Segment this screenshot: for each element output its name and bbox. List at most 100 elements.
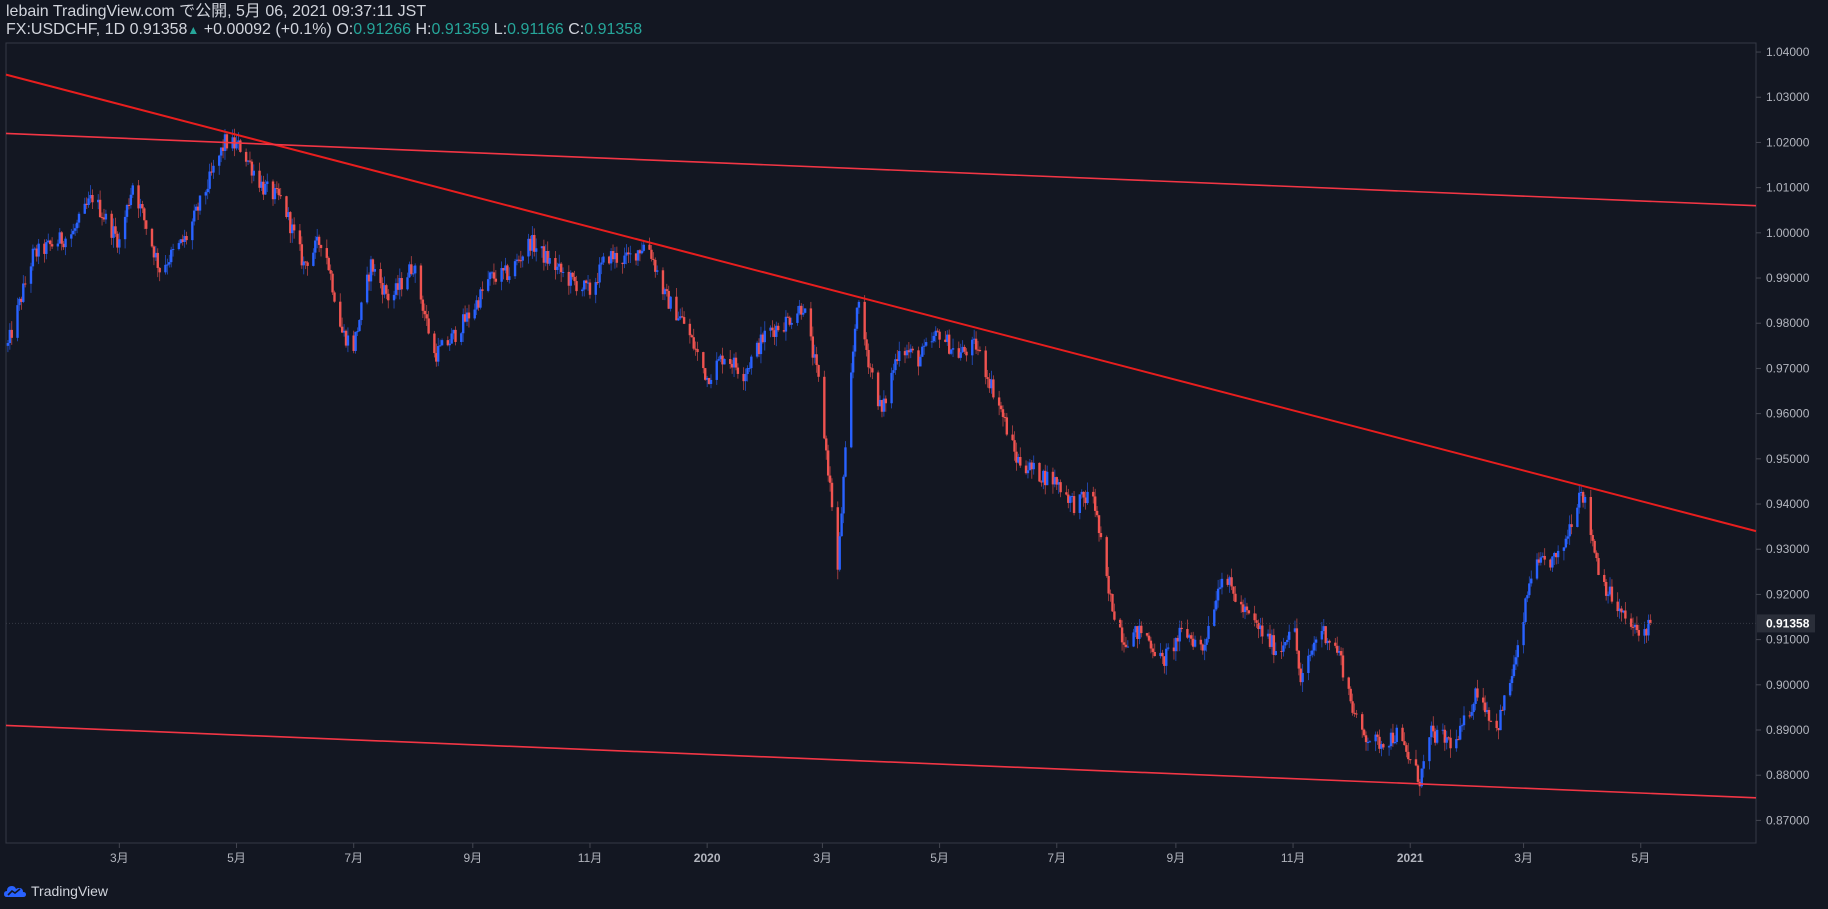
- candle-body: [1633, 624, 1637, 628]
- candle-body: [1174, 638, 1178, 652]
- candle-body: [1032, 462, 1035, 470]
- candle-body: [896, 359, 899, 362]
- candle-body: [1270, 635, 1274, 647]
- candle-body: [976, 349, 980, 351]
- last-price-tag: 0.91358: [6, 614, 1815, 633]
- candle-body: [360, 302, 363, 321]
- candle-body: [803, 308, 807, 313]
- candle-body: [1190, 635, 1193, 639]
- candle-body: [558, 263, 561, 267]
- candle-body: [1430, 725, 1433, 738]
- candle-body: [271, 181, 275, 200]
- x-tick-label: 3月: [1514, 851, 1533, 865]
- candle-body: [527, 238, 530, 257]
- candle-body: [1433, 731, 1437, 743]
- candle-body: [1351, 701, 1354, 713]
- candle-body: [1483, 702, 1487, 713]
- candle-body: [665, 289, 669, 291]
- candle-body: [1366, 742, 1370, 744]
- candle-body: [450, 333, 453, 344]
- candle-body: [477, 300, 480, 308]
- candle-body: [1649, 619, 1652, 624]
- candle-body: [1616, 601, 1619, 612]
- candle-body: [413, 265, 417, 274]
- candle-body: [1059, 482, 1062, 493]
- candle-body: [838, 536, 841, 570]
- candle-body: [840, 513, 843, 537]
- candle-body: [1449, 737, 1452, 749]
- candle-body: [45, 242, 48, 254]
- candle-body: [1234, 593, 1237, 602]
- candle-body: [1136, 626, 1139, 639]
- branding-footer[interactable]: TradingView: [4, 880, 108, 902]
- candle-body: [1485, 710, 1489, 713]
- candle-body: [648, 244, 651, 250]
- candle-body: [504, 265, 507, 271]
- publish-info-text: lebain TradingView.com で公開, 5月 06, 2021 …: [6, 3, 427, 20]
- candle-body: [636, 250, 640, 261]
- candle-body: [1349, 688, 1352, 702]
- candle-body: [154, 252, 158, 258]
- candle-body: [771, 327, 774, 331]
- candle-body: [1353, 712, 1356, 714]
- candle-body: [490, 272, 494, 274]
- candle-body: [1024, 465, 1028, 474]
- candle-body: [675, 296, 678, 321]
- trendlines[interactable]: [5, 73, 1757, 799]
- symbol-name[interactable]: FX:USDCHF, 1D: [6, 21, 126, 38]
- candle-body: [992, 379, 995, 398]
- candle-body: [1562, 547, 1566, 551]
- y-tick-label: 0.93000: [1766, 542, 1810, 556]
- candle-body: [1070, 496, 1074, 498]
- candle-body: [533, 235, 536, 252]
- candle-body: [204, 192, 207, 196]
- candle-body: [1028, 462, 1032, 471]
- candle-body: [1080, 491, 1083, 495]
- candle-body: [358, 320, 361, 332]
- candle-body: [1011, 434, 1014, 441]
- candle-body: [1051, 471, 1055, 485]
- candle-body: [1118, 619, 1122, 628]
- candle-body: [694, 348, 697, 350]
- candle-body: [682, 317, 686, 324]
- candle-body: [746, 368, 749, 375]
- candle-body: [1420, 768, 1423, 787]
- candle-body: [423, 310, 426, 315]
- candle-body: [1597, 558, 1600, 575]
- price-axis[interactable]: 1.04000 1.03000 1.02000 1.01000 1.00000 0.990…: [1756, 45, 1810, 827]
- candle-body: [437, 346, 440, 362]
- candle-body: [244, 151, 248, 162]
- candle-body: [87, 198, 90, 205]
- candle-body: [1140, 625, 1143, 634]
- candle-body: [855, 307, 859, 329]
- candle-body: [656, 270, 659, 272]
- candle-body: [1044, 470, 1047, 486]
- time-axis[interactable]: 3月 5月 7月 9月 11月 2020 3月 5月 7月 9月 11月 2021 3月 5月: [110, 843, 1650, 865]
- candle-body: [836, 507, 839, 570]
- candle-body: [1161, 652, 1164, 657]
- candle-body: [583, 280, 586, 290]
- candle-body: [170, 249, 173, 263]
- candle-body: [1595, 552, 1598, 559]
- candle-body: [788, 317, 791, 325]
- candle-body: [29, 266, 33, 284]
- candle-body: [1455, 739, 1458, 749]
- candle-body: [396, 283, 400, 290]
- candle-body: [47, 240, 50, 243]
- candle-body: [1111, 594, 1114, 612]
- candle-body: [22, 283, 25, 302]
- low-value: 0.91166: [507, 21, 564, 38]
- trendline-resistance: [5, 73, 1757, 533]
- candle-body: [777, 325, 780, 331]
- candle-body: [1435, 729, 1439, 743]
- candle-body: [1288, 631, 1291, 640]
- candle-body: [1551, 556, 1554, 568]
- candle-body: [596, 282, 599, 284]
- candle-body: [1374, 734, 1377, 742]
- y-tick-label: 1.00000: [1766, 226, 1810, 240]
- y-tick-label: 0.94000: [1766, 497, 1810, 511]
- candle-body: [1126, 646, 1130, 648]
- candle-body: [448, 343, 451, 346]
- candle-body: [196, 206, 200, 211]
